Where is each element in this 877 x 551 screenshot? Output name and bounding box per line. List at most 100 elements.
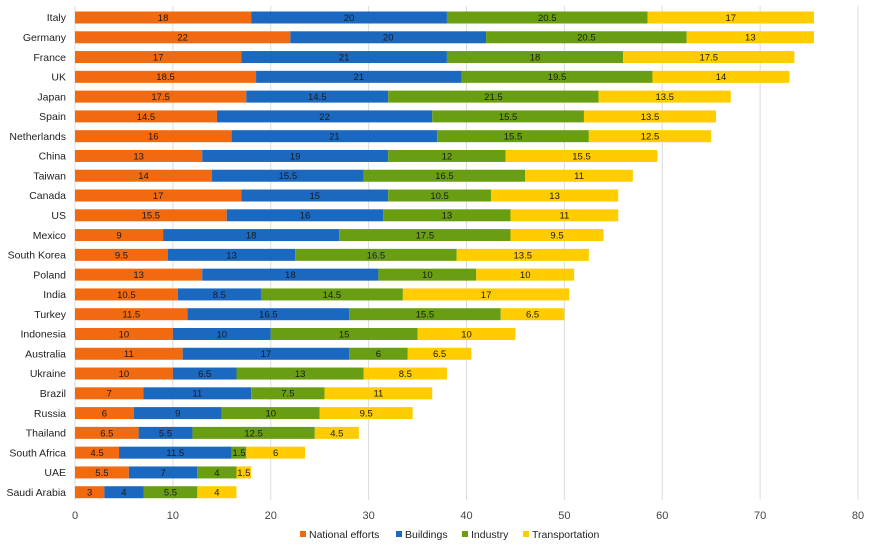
data-label: 13.5 (655, 92, 674, 103)
bar-segment (652, 70, 790, 83)
bar-segment (75, 110, 217, 123)
data-label: 7 (160, 468, 165, 479)
data-label: 12.5 (641, 132, 660, 143)
bar-segment (172, 327, 271, 340)
bar-segment (251, 387, 325, 400)
data-label: 1.5 (237, 468, 250, 479)
data-label: 22 (319, 112, 330, 123)
data-label: 13 (133, 270, 144, 281)
data-label: 5.5 (164, 488, 177, 499)
data-label: 14.5 (323, 290, 342, 301)
data-label: 10 (422, 270, 433, 281)
legend-label: Transportation (532, 529, 599, 541)
data-label: 4 (214, 468, 219, 479)
data-label: 15.5 (499, 112, 518, 123)
bar-segment (75, 387, 144, 400)
bar-segment (75, 130, 232, 143)
bar-segment (417, 327, 516, 340)
bar-segment (623, 51, 795, 64)
bar-segment (236, 466, 252, 479)
data-label: 9.5 (550, 230, 563, 241)
bar-segment (246, 446, 306, 459)
data-label: 17 (153, 191, 164, 202)
data-label: 13 (442, 211, 453, 222)
category-label: Italy (47, 12, 67, 24)
bar-segment (446, 11, 648, 24)
bar-segment (363, 367, 447, 380)
data-label: 22 (177, 33, 188, 44)
data-label: 14 (716, 72, 727, 83)
bar-segment (75, 70, 257, 83)
data-label: 15.5 (142, 211, 161, 222)
bar-segment (378, 268, 477, 281)
bar-segment (510, 209, 619, 222)
category-label: Turkey (34, 309, 66, 321)
data-label: 11.5 (166, 448, 184, 459)
bar-segment (295, 248, 457, 261)
data-label: 12.5 (244, 428, 263, 439)
category-label: UK (51, 72, 66, 84)
bar-segment (75, 446, 120, 459)
bar-segment (500, 308, 565, 321)
bar-segment (314, 426, 359, 439)
data-label: 6.5 (198, 369, 211, 380)
data-label: 14.5 (308, 92, 327, 103)
bar-segment (75, 31, 291, 44)
data-label: 16.5 (259, 310, 278, 321)
bar-segment (461, 70, 653, 83)
bar-segment (75, 407, 134, 420)
bar-segment (75, 189, 242, 202)
bar-segment (349, 308, 501, 321)
data-label: 14.5 (137, 112, 156, 123)
bars: 18 20 20.5 17 22 20 20.5 13 17 21 18 17.5 18.5 21 19.5… (75, 11, 814, 499)
bar-segment (177, 288, 261, 301)
data-label: 15 (310, 191, 321, 202)
bar-segment (349, 347, 408, 360)
bar-segment (363, 169, 526, 182)
data-label: 6.5 (433, 349, 446, 360)
data-label: 13 (133, 151, 144, 162)
data-label: 17 (153, 52, 164, 63)
bar-segment (143, 387, 252, 400)
bar-segment (437, 130, 589, 143)
data-label: 13 (226, 250, 237, 261)
x-tick-label: 40 (460, 510, 472, 522)
data-label: 18 (246, 230, 257, 241)
category-label: South Korea (8, 250, 67, 262)
x-tick-label: 10 (167, 510, 179, 522)
bar-segment (187, 308, 350, 321)
data-label: 21 (329, 132, 340, 143)
data-label: 18 (158, 13, 169, 24)
bar-segment (324, 387, 433, 400)
data-label: 17 (725, 13, 736, 24)
bar-segment (75, 90, 247, 103)
bar-segment (246, 90, 389, 103)
data-label: 12 (442, 151, 453, 162)
data-label: 10 (265, 409, 276, 420)
data-label: 21.5 (484, 92, 503, 103)
bar-segment (236, 367, 364, 380)
bar-segment (226, 209, 384, 222)
data-label: 10.5 (117, 290, 136, 301)
category-label: Germany (23, 32, 67, 44)
data-label: 7 (107, 389, 112, 400)
bar-segment (75, 149, 203, 162)
bar-segment (104, 486, 144, 499)
data-label: 8.5 (399, 369, 412, 380)
legend-label: National efforts (309, 529, 379, 541)
bar-segment (588, 130, 712, 143)
bar-segment (402, 288, 570, 301)
bar-segment (241, 51, 447, 64)
bar-segment (383, 209, 511, 222)
category-label: South Africa (9, 447, 66, 459)
data-label: 11 (192, 389, 202, 400)
bar-segment (231, 446, 247, 459)
bar-segment (510, 229, 604, 242)
bar-segment (143, 486, 198, 499)
legend-swatch (523, 531, 529, 537)
data-label: 4.5 (330, 428, 343, 439)
bar-segment (182, 347, 350, 360)
data-label: 16 (300, 211, 311, 222)
bar-segment (75, 327, 173, 340)
